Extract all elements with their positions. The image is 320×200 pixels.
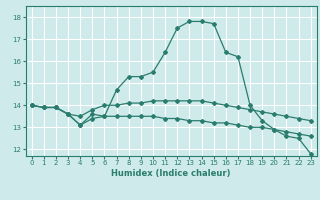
X-axis label: Humidex (Indice chaleur): Humidex (Indice chaleur) [111, 169, 231, 178]
